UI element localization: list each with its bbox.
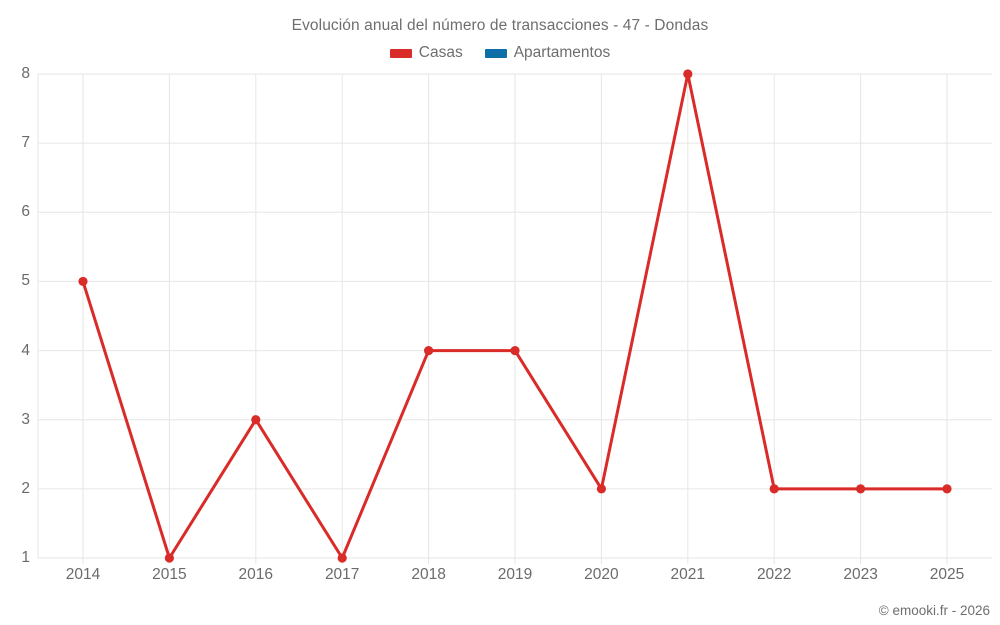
data-point [510,345,520,356]
x-tick-label: 2018 [411,566,446,583]
legend-swatch-apartamentos [484,48,507,58]
y-tick-label: 2 [21,479,30,497]
data-point [78,276,88,287]
y-tick-label: 1 [21,549,30,566]
y-tick-label: 6 [21,203,30,221]
legend-label-casas: Casas [418,44,463,61]
x-tick-label: 2023 [843,566,878,583]
data-point [769,484,779,494]
y-tick-label: 7 [21,134,30,152]
chart-credit: © emooki.fr - 2026 [878,603,990,618]
y-tick-label: 3 [21,410,30,428]
x-tick-label: 2022 [756,566,792,583]
data-point [251,415,261,425]
data-point [683,69,693,79]
data-point [424,345,434,356]
chart-title: Evolución anual del número de transaccio… [291,17,709,34]
x-tick-label: 2019 [497,566,533,583]
x-tick-label: 2020 [584,566,619,583]
data-point [942,484,952,494]
legend-item-casas[interactable]: Casas [389,44,463,62]
x-tick-label: 2025 [929,566,965,583]
x-tick-label: 2021 [670,566,706,583]
legend-swatch-casas [389,48,412,58]
data-point [856,484,866,494]
legend-label-apartamentos: Apartamentos [513,44,611,61]
data-point [164,553,174,563]
y-tick-label: 8 [21,65,30,82]
x-tick-label: 2016 [238,566,274,583]
data-point [337,553,347,563]
x-tick-label: 2017 [324,566,360,583]
chart-legend: Casas Apartamentos [0,44,1000,62]
y-tick-label: 5 [21,272,30,290]
data-point [596,484,607,494]
legend-item-apartamentos[interactable]: Apartamentos [484,44,611,62]
y-tick-label: 4 [21,341,30,359]
x-tick-label: 2015 [152,566,187,583]
x-tick-label: 2014 [65,566,101,583]
